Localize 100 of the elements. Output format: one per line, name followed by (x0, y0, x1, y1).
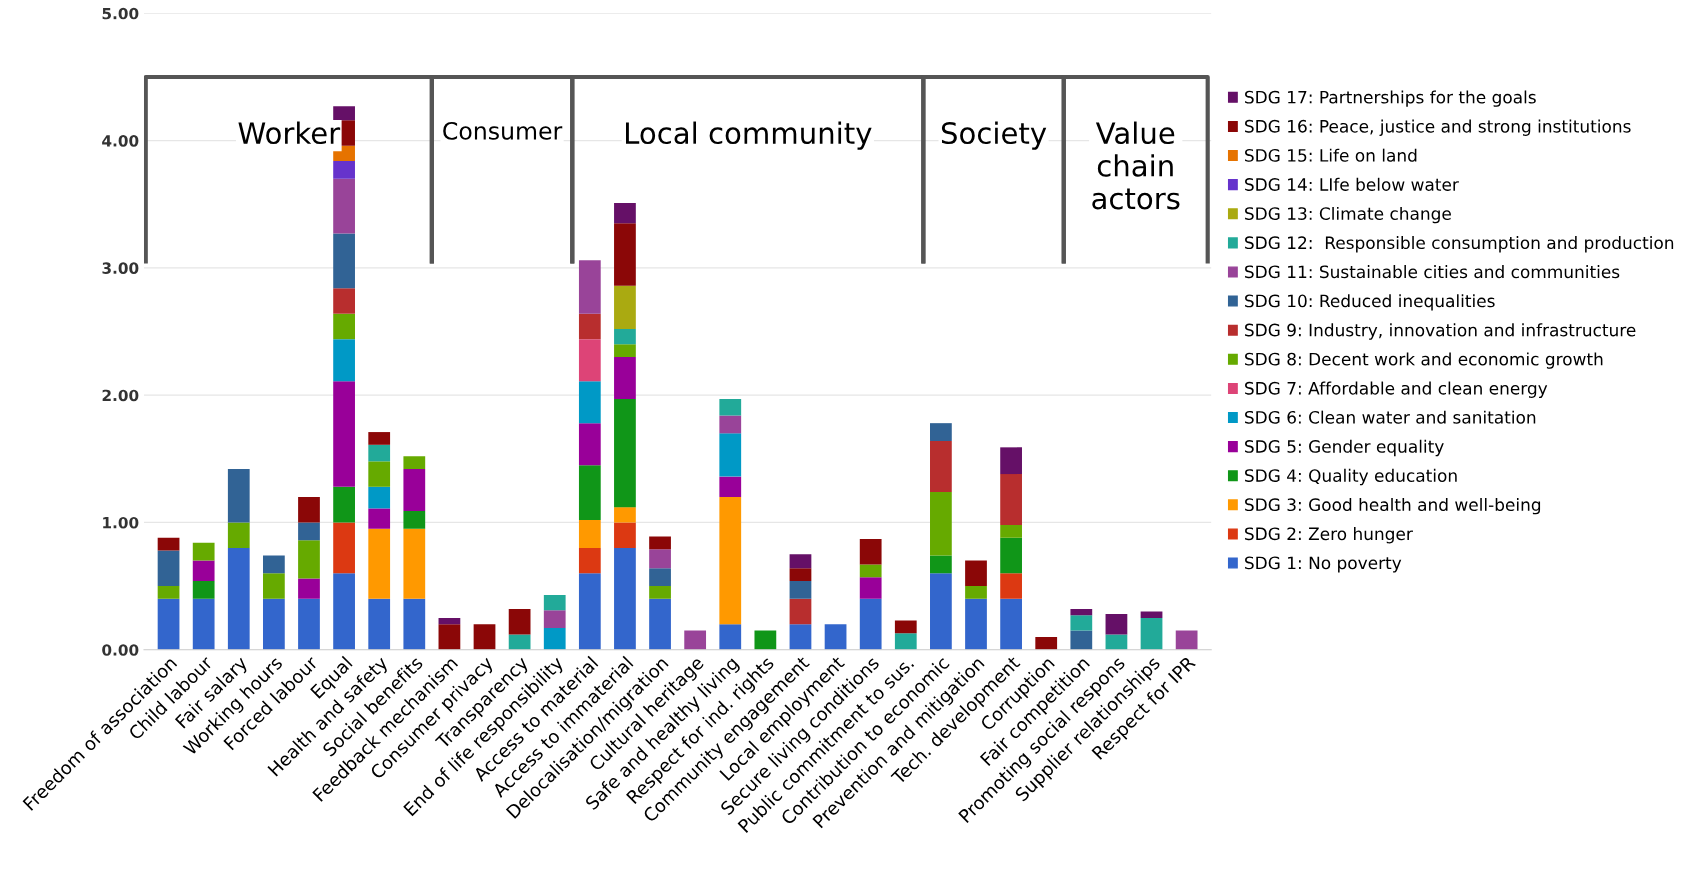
bar (1035, 636, 1058, 650)
bar (965, 598, 987, 650)
y-tick-label: 4.00 (102, 135, 139, 147)
legend-label: SDG 15: Life on land (1245, 148, 1417, 162)
bar (719, 398, 742, 416)
bar (157, 550, 180, 587)
legend-label: SDG 8: Decent work and economic growth (1245, 352, 1603, 369)
annotation: Value chain actors (1092, 121, 1180, 210)
bar (930, 440, 952, 492)
y-tick-label: 0.00 (102, 644, 139, 656)
bar (333, 233, 355, 289)
bar (333, 160, 355, 179)
bar (403, 598, 426, 650)
bar (298, 540, 320, 579)
bar (333, 288, 355, 314)
legend-label: SDG 16: Peace, justice and strong institutions (1245, 119, 1631, 136)
bar (438, 624, 461, 650)
legend-label: SDG 9: Industry, innovation and infrastructure (1245, 323, 1636, 340)
y-tick-label: 3.00 (102, 262, 139, 274)
bar (368, 528, 391, 599)
bar (789, 568, 812, 581)
legend-label: SDG 10: Reduced inequalities (1245, 294, 1495, 311)
bar (649, 549, 671, 569)
bar (192, 560, 215, 581)
bar (649, 586, 671, 599)
bar (1105, 614, 1128, 635)
bar (192, 598, 215, 650)
bar (789, 624, 812, 650)
bar (614, 507, 636, 523)
y-tick-label: 2.00 (102, 389, 139, 402)
bar (894, 620, 917, 634)
legend-label: SDG 1: No poverty (1245, 556, 1402, 573)
bar (543, 628, 566, 650)
bar (1140, 617, 1163, 650)
bar (1140, 611, 1163, 618)
bar (859, 577, 882, 599)
legend-label: SDG 6: Clean water and sanitation (1245, 410, 1536, 424)
bar (930, 573, 952, 650)
bar (684, 630, 707, 650)
bar (614, 202, 636, 224)
bar (1000, 598, 1022, 650)
bar (403, 456, 426, 469)
legend-label: SDG 2: Zero hunger (1245, 527, 1413, 544)
bar (1000, 474, 1022, 525)
bar (614, 398, 636, 508)
bar (368, 432, 391, 445)
bar (578, 573, 601, 650)
bar (614, 223, 636, 286)
bar (368, 508, 391, 529)
legend-label: SDG 5: Gender equality (1245, 439, 1444, 457)
bar (473, 624, 496, 650)
bar (438, 617, 461, 625)
bar (368, 461, 391, 487)
bar (719, 624, 742, 650)
y-tick-label: 1.00 (103, 516, 139, 529)
bar (614, 356, 636, 399)
bar (859, 538, 882, 565)
bar (403, 528, 426, 599)
bar (578, 519, 601, 548)
legend-label: SDG 13: Climate change (1245, 206, 1451, 224)
bar (333, 339, 355, 382)
bar (333, 178, 355, 234)
bar (227, 522, 250, 548)
bar (578, 381, 601, 424)
bar (298, 496, 320, 523)
bar (1070, 630, 1093, 650)
legend-label: SDG 3: Good health and well-being (1245, 497, 1541, 515)
bar (157, 586, 180, 599)
bar (192, 580, 215, 599)
bar (333, 486, 355, 523)
bar (789, 554, 812, 569)
bar (333, 106, 355, 121)
bar (1175, 630, 1198, 650)
bar (614, 328, 636, 345)
bar (298, 522, 320, 541)
bar (1000, 537, 1022, 574)
bar (1000, 573, 1022, 599)
bar (333, 573, 355, 650)
bar (930, 555, 952, 574)
bar (368, 486, 391, 509)
bar (333, 313, 355, 340)
bar (298, 598, 320, 650)
bar (508, 608, 531, 635)
bar (789, 580, 812, 599)
bar (227, 547, 250, 650)
bar (649, 568, 671, 587)
bar (1000, 447, 1022, 475)
bar (578, 423, 601, 466)
bar (965, 586, 987, 599)
bar (157, 537, 180, 551)
bar (263, 573, 285, 599)
annotation: Worker (238, 121, 341, 145)
bar (965, 560, 987, 587)
bar (578, 260, 601, 314)
legend-label: SDG 12: Responsible consumption and production (1245, 236, 1674, 253)
bar (614, 344, 636, 357)
bar (298, 578, 320, 599)
bar (789, 598, 812, 625)
bar (930, 491, 952, 556)
bar (894, 633, 917, 650)
